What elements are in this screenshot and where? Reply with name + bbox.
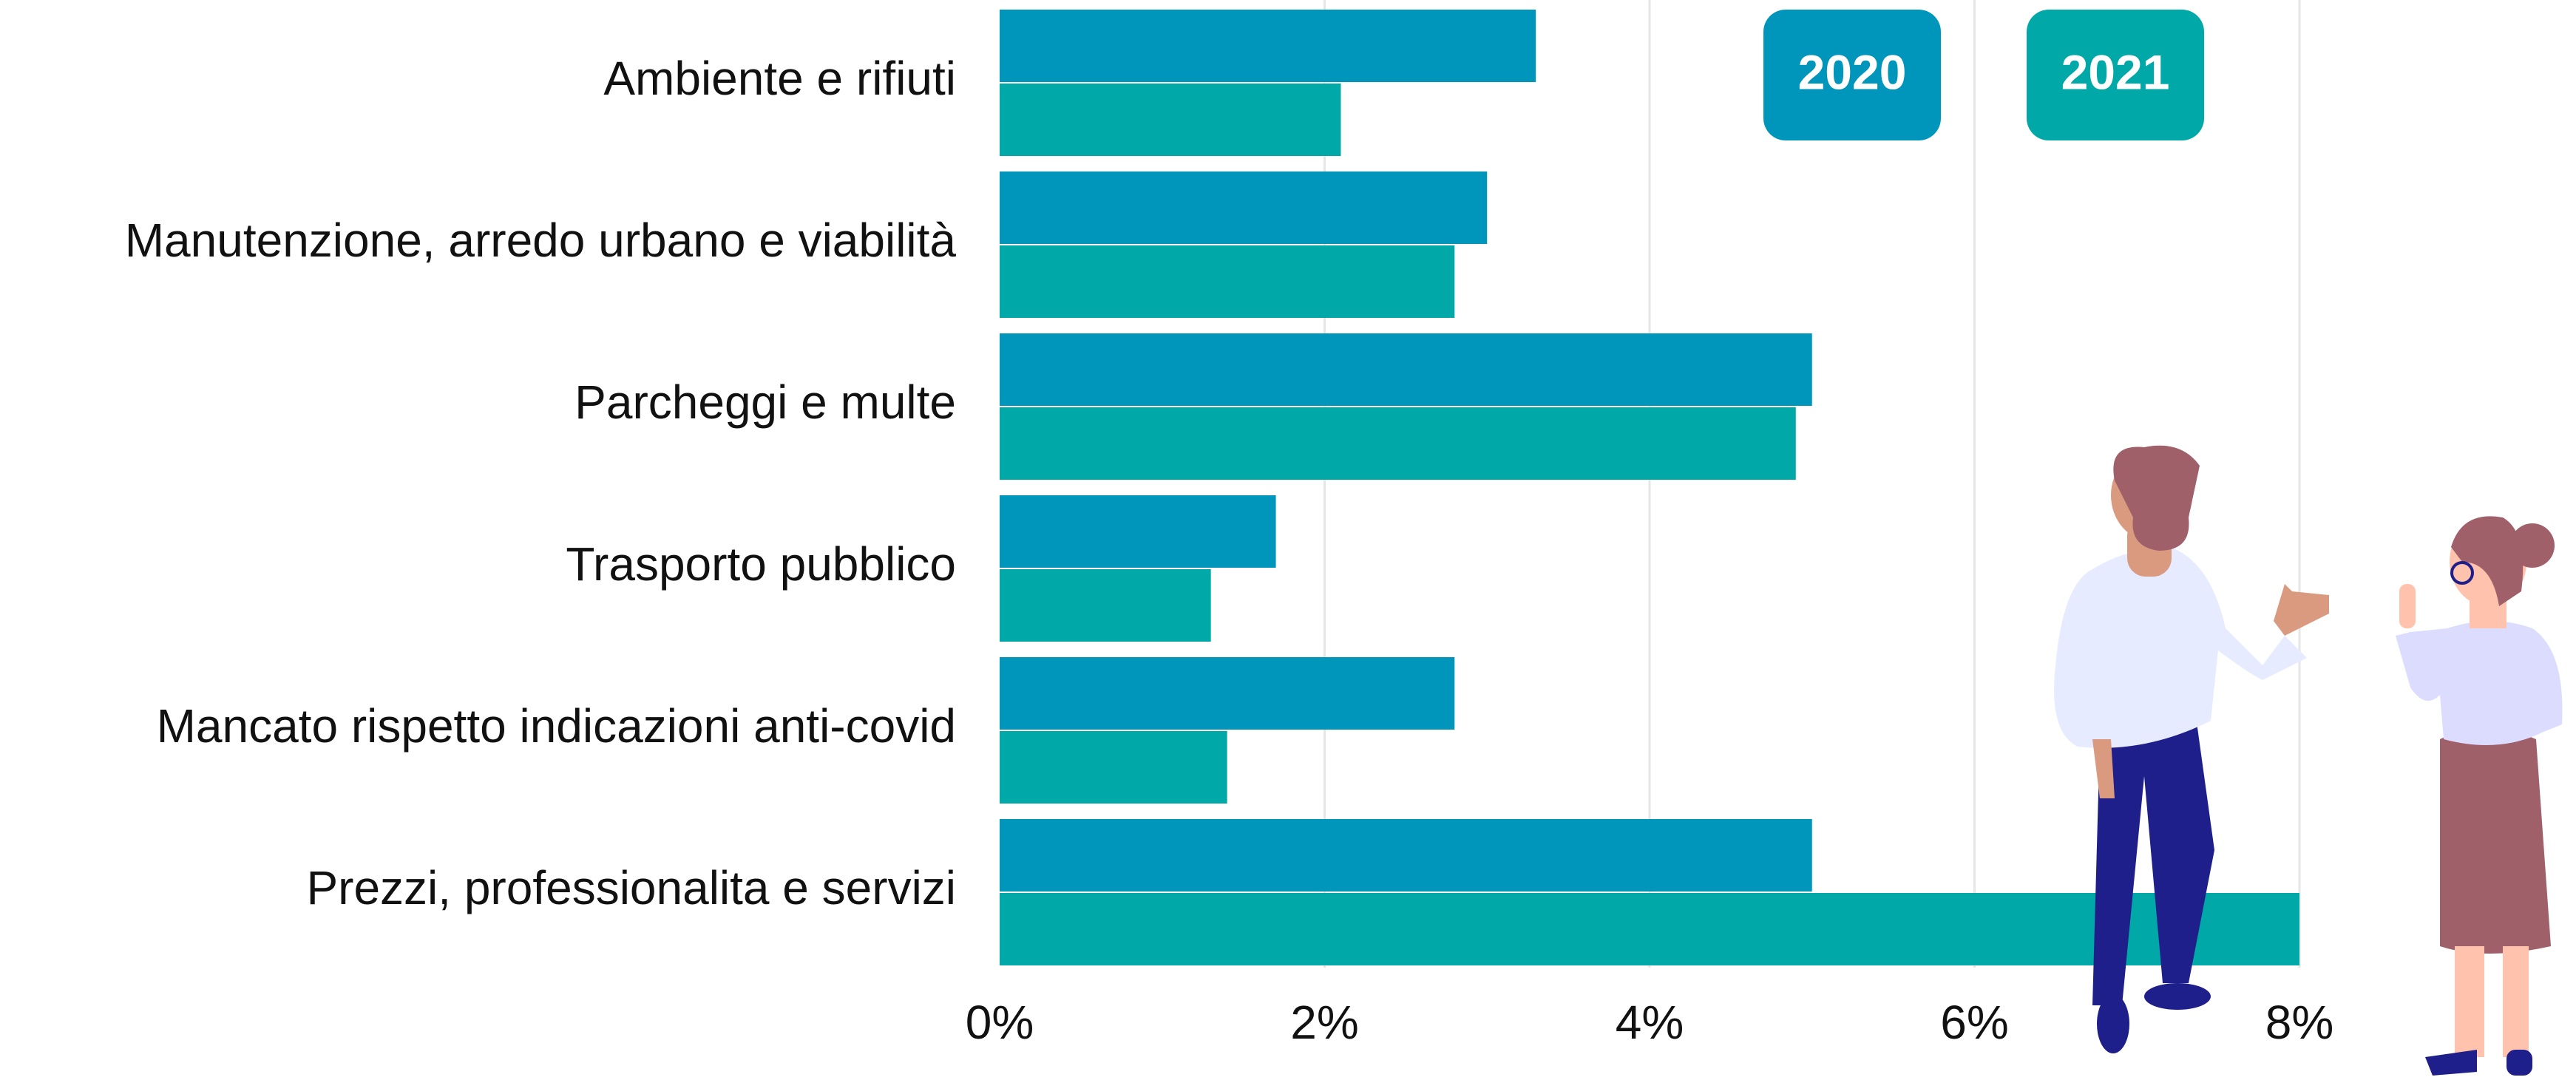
y-tick-label: Ambiente e rifiuti (603, 52, 956, 105)
bar (1000, 731, 1227, 804)
bar (1000, 333, 1812, 406)
legend-label: 2021 (2061, 44, 2170, 99)
x-tick-label: 4% (1616, 996, 1684, 1049)
y-tick-label: Mancato rispetto indicazioni anti-covid (157, 699, 956, 753)
bar (1000, 657, 1454, 730)
y-tick-label: Trasporto pubblico (566, 537, 956, 591)
bar (1000, 569, 1211, 642)
y-tick-label: Prezzi, professionalita e servizi (306, 861, 956, 914)
x-tick-label: 8% (2265, 996, 2334, 1049)
bar (1000, 495, 1276, 568)
bar (1000, 245, 1454, 318)
bar (1000, 171, 1487, 244)
bar (1000, 10, 1536, 82)
y-tick-label: Parcheggi e multe (574, 376, 956, 429)
bar (1000, 819, 1812, 891)
legend-label: 2020 (1798, 44, 1907, 99)
x-tick-label: 0% (966, 996, 1034, 1049)
x-tick-label: 2% (1290, 996, 1359, 1049)
bar (1000, 407, 1796, 480)
y-tick-label: Manutenzione, arredo urbano e viabilità (125, 214, 957, 267)
illustration (2054, 446, 2563, 1076)
bar (1000, 84, 1340, 156)
x-tick-label: 6% (1940, 996, 2009, 1049)
chart: 0% 2% 4% 6% 8% Ambiente e rifiuti Manutenzione… (0, 0, 2576, 1080)
